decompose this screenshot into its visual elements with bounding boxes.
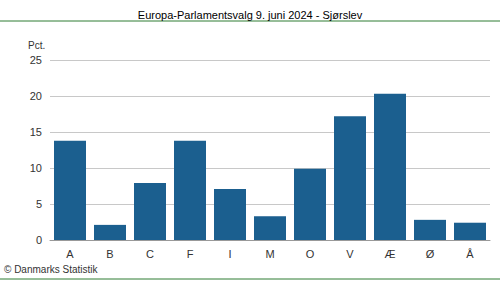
svg-text:O: O [306, 248, 315, 260]
svg-text:C: C [146, 248, 154, 260]
svg-text:5: 5 [36, 198, 42, 210]
svg-text:M: M [265, 248, 274, 260]
svg-text:© Danmarks Statistik: © Danmarks Statistik [4, 264, 99, 275]
svg-text:20: 20 [30, 90, 42, 102]
svg-text:0: 0 [36, 234, 42, 246]
svg-text:10: 10 [30, 162, 42, 174]
svg-text:Ø: Ø [426, 248, 435, 260]
svg-text:Europa-Parlamentsvalg 9. juni: Europa-Parlamentsvalg 9. juni 2024 - Sjø… [138, 9, 363, 21]
svg-text:F: F [187, 248, 194, 260]
svg-text:Pct.: Pct. [28, 40, 45, 51]
svg-text:I: I [228, 248, 231, 260]
svg-text:Å: Å [466, 248, 474, 260]
svg-text:Æ: Æ [385, 248, 396, 260]
svg-text:A: A [66, 248, 74, 260]
svg-text:25: 25 [30, 54, 42, 66]
svg-text:V: V [346, 248, 354, 260]
svg-text:B: B [106, 248, 113, 260]
svg-text:15: 15 [30, 126, 42, 138]
